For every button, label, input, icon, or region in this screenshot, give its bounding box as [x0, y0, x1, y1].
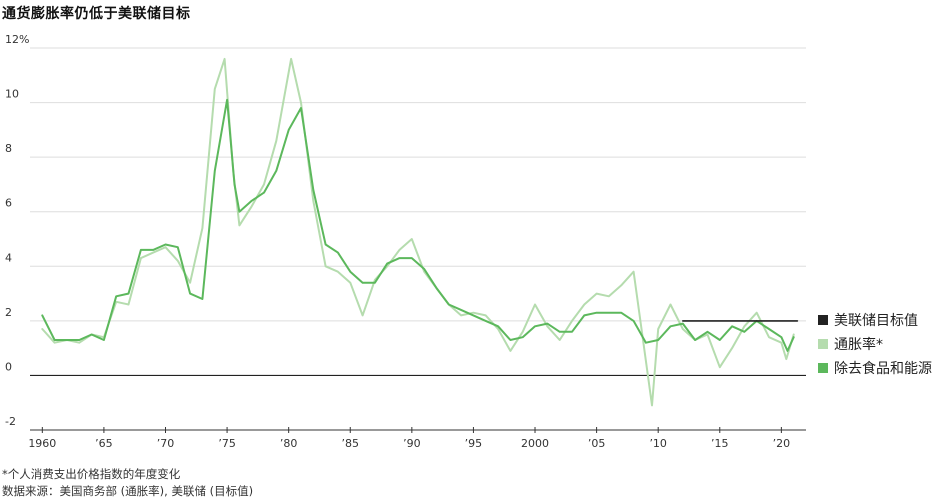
legend-swatch-inflation	[818, 339, 828, 349]
y-tick-label: 12%	[5, 33, 29, 46]
legend-item-fed-target: 美联储目标值	[818, 308, 932, 332]
x-tick-label: ’15	[711, 437, 729, 450]
legend-label-fed-target: 美联储目标值	[834, 313, 918, 329]
x-tick-label: ’05	[588, 437, 606, 450]
legend-label-inflation: 通胀率*	[834, 337, 883, 353]
x-tick-label: 2000	[521, 437, 549, 450]
y-tick-label: 4	[5, 251, 12, 264]
x-tick-label: ’75	[218, 437, 236, 450]
legend-label-core: 除去食品和能源	[834, 361, 932, 377]
x-tick-label: ’80	[280, 437, 298, 450]
chart-title: 通货膨胀率仍低于美联储目标	[2, 6, 191, 22]
footnote-block: *个人消费支出价格指数的年度变化 数据来源：美国商务部 (通胀率), 美联储 (…	[2, 466, 253, 500]
legend-swatch-core	[818, 363, 828, 373]
x-tick-label: 1960	[28, 437, 56, 450]
x-tick-label: ’70	[157, 437, 175, 450]
legend-item-inflation: 通胀率*	[818, 332, 932, 356]
footnote: *个人消费支出价格指数的年度变化	[2, 467, 181, 481]
series-lines	[41, 57, 799, 407]
legend-item-core: 除去食品和能源	[818, 356, 932, 380]
x-tick-label: ’95	[465, 437, 483, 450]
inflation-chart: 12% 10 8 6 4 2 0 -2 1960 ’65 ’70 ’75 ’80 ’85 ’90 ’95 20…	[5, 33, 806, 450]
x-tick-label: ’10	[649, 437, 667, 450]
legend-swatch-fed-target	[818, 315, 828, 325]
y-tick-label: -2	[5, 415, 16, 428]
y-tick-label: 0	[5, 360, 12, 373]
grid-lines	[30, 47, 806, 431]
legend: 美联储目标值 通胀率* 除去食品和能源	[818, 308, 932, 380]
y-tick-label: 10	[5, 88, 19, 101]
x-tick-label: ’90	[403, 437, 421, 450]
x-tick-label: ’20	[773, 437, 791, 450]
y-tick-label: 2	[5, 306, 12, 319]
source-note: 数据来源：美国商务部 (通胀率), 美联储 (目标值)	[2, 484, 254, 498]
x-tick-label: ’85	[342, 437, 360, 450]
y-tick-label: 6	[5, 197, 12, 210]
inflation-line	[41, 98, 795, 352]
y-tick-label: 8	[5, 142, 12, 155]
y-axis-ticks: 12% 10 8 6 4 2 0 -2	[5, 33, 29, 428]
x-axis-ticks: 1960 ’65 ’70 ’75 ’80 ’85 ’90 ’95 2000 ’05 ’10 ’15 ’2…	[28, 427, 806, 450]
fed-target-line	[41, 57, 795, 407]
x-tick-label: ’65	[95, 437, 113, 450]
